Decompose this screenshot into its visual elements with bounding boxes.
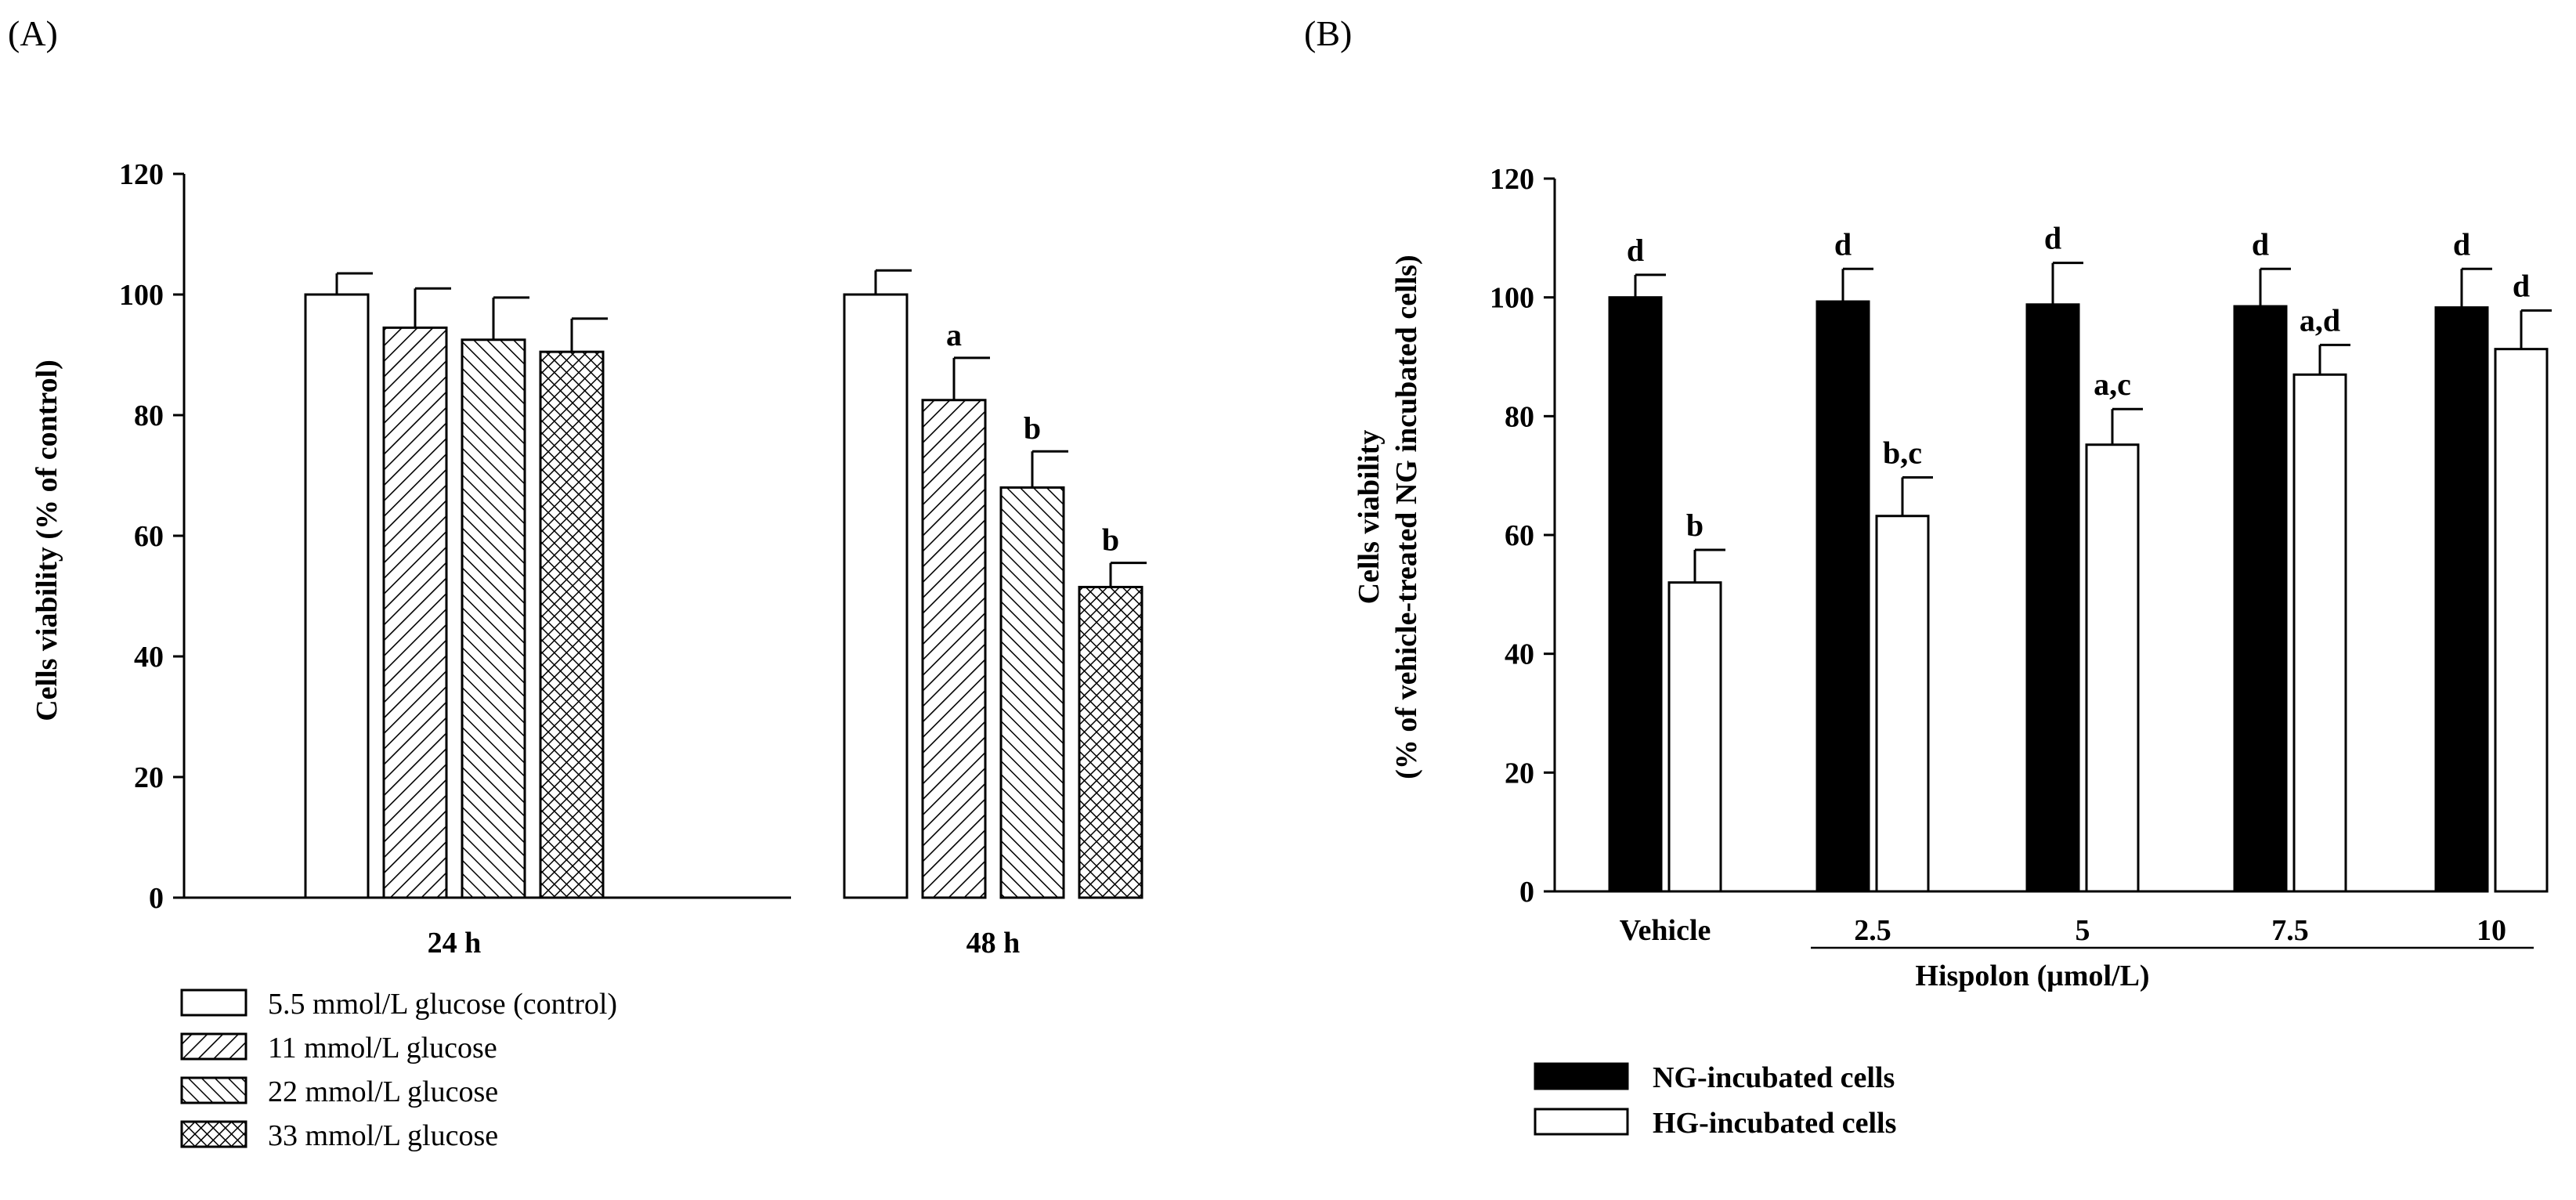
panel-a-plot: 0 20 40 60 80 100 120 24 h 48 h a b b [119, 158, 1147, 960]
panel-b-significance-label: d [2453, 226, 2470, 262]
panel-a-bar [539, 350, 605, 899]
panel-b-y-tick-label: 20 [1505, 757, 1534, 790]
panel-b-significance-label: d [1627, 233, 1644, 268]
panel-b-significance-label: d [2044, 221, 2061, 256]
panel-a-significance-label: b [1102, 522, 1119, 558]
panel-b-legend: NG-incubated cells HG-incubated cells [1534, 1061, 1896, 1140]
panel-b-x-tick-label: Vehicle [1620, 914, 1711, 947]
panel-b-y-tick-label: 80 [1505, 400, 1534, 433]
panel-b-bar [1875, 515, 1930, 893]
panel-a-bar [304, 293, 370, 899]
panel-a-y-tick-label: 20 [134, 761, 164, 794]
panel-b-bar [2292, 373, 2347, 893]
panel-b-bar [2233, 305, 2288, 893]
panel-b-significance-label: d [2252, 226, 2269, 262]
panel-a-bar [921, 399, 987, 899]
panel-a-legend-swatch [180, 1076, 247, 1104]
panel-b-legend-label: HG-incubated cells [1653, 1107, 1896, 1140]
panel-b-label: (B) [1304, 13, 1352, 53]
panel-a-y-tick-label: 60 [134, 520, 164, 553]
panel-a-y-tick-label: 0 [149, 882, 164, 915]
panel-a-legend-label: 33 mmol/L glucose [268, 1119, 498, 1152]
panel-b-x-tick-label: 2.5 [1854, 914, 1891, 947]
panel-b-legend-swatch [1534, 1108, 1629, 1136]
panel-b-bar [1667, 581, 1722, 893]
panel-b-x-tick-label: 7.5 [2271, 914, 2309, 947]
panel-a-legend-label: 22 mmol/L glucose [268, 1075, 498, 1108]
panel-b-significance-label: d [2513, 268, 2530, 303]
panel-b-significance-label: d [1834, 226, 1852, 262]
panel-b-bar [2434, 306, 2489, 893]
panel-b-x-tick-label: 10 [2477, 914, 2506, 947]
panel-a-legend: 5.5 mmol/L glucose (control) 11 mmol/L gl… [180, 988, 617, 1152]
panel-a-x-tick-label: 24 h [428, 927, 482, 960]
panel-b-x-tick-label: 5 [2076, 914, 2090, 947]
panel-b-bar [1815, 300, 1870, 893]
panel-b-bar [1608, 296, 1663, 893]
panel-a-significance-label: a [946, 317, 962, 352]
panel-a-bar [1078, 585, 1143, 899]
panel-a-chart: Cells viability (% of control) 0 20 40 60 80… [31, 158, 1147, 1152]
panel-b-chart: Cells viability (% of vehicle-treated NG… [1353, 163, 2552, 1140]
panel-b-significance-label: b [1686, 508, 1703, 543]
panel-a-legend-swatch [180, 1120, 247, 1148]
panel-a-bar [843, 293, 909, 899]
panel-a-legend-swatch [180, 989, 247, 1017]
panel-a-label: (A) [8, 13, 58, 53]
panel-b-y-axis-title-line2: (% of vehicle-treated NG incubated cells… [1390, 255, 1423, 779]
panel-b-significance-label: a,d [2300, 302, 2340, 338]
panel-a-bar [461, 338, 526, 899]
panel-a-y-tick-label: 120 [119, 158, 164, 191]
panel-a-y-tick-label: 40 [134, 641, 164, 674]
panel-b-legend-swatch [1534, 1062, 1629, 1090]
panel-b-y-tick-label: 40 [1505, 638, 1534, 671]
panel-b-y-tick-label: 100 [1490, 282, 1534, 315]
panel-b-bar [2085, 443, 2140, 893]
panel-a-legend-label: 11 mmol/L glucose [268, 1032, 497, 1064]
panel-b-bar [2494, 348, 2549, 893]
panel-a-y-axis-title: Cells viability (% of control) [31, 360, 63, 721]
panel-a-bar [382, 326, 448, 899]
panel-a-y-tick-label: 80 [134, 399, 164, 432]
panel-b-y-tick-label: 0 [1519, 876, 1534, 909]
panel-b-legend-label: NG-incubated cells [1653, 1061, 1895, 1094]
panel-a-y-tick-label: 100 [119, 279, 164, 312]
panel-b-bar [2025, 303, 2080, 893]
panel-b-plot: 0 20 40 60 80 100 120 Vehicle d b 2.5 d b,c 5 d a,c 7.5 d… [1490, 163, 2552, 949]
panel-a-legend-label: 5.5 mmol/L glucose (control) [268, 988, 617, 1021]
panel-b-significance-label: b,c [1883, 435, 1922, 470]
panel-b-y-tick-label: 60 [1505, 519, 1534, 552]
panel-b-y-axis-title: Cells viability [1353, 430, 1386, 605]
panel-b-significance-label: a,c [2094, 367, 2131, 402]
panel-a-significance-label: b [1024, 410, 1041, 446]
panel-b-y-tick-label: 120 [1490, 163, 1534, 196]
panel-a-legend-swatch [180, 1032, 247, 1061]
panel-a-x-tick-label: 48 h [966, 927, 1021, 960]
panel-a-bar [999, 486, 1065, 899]
panel-b-x-axis-title: Hispolon (μmol/L) [1915, 960, 2149, 992]
